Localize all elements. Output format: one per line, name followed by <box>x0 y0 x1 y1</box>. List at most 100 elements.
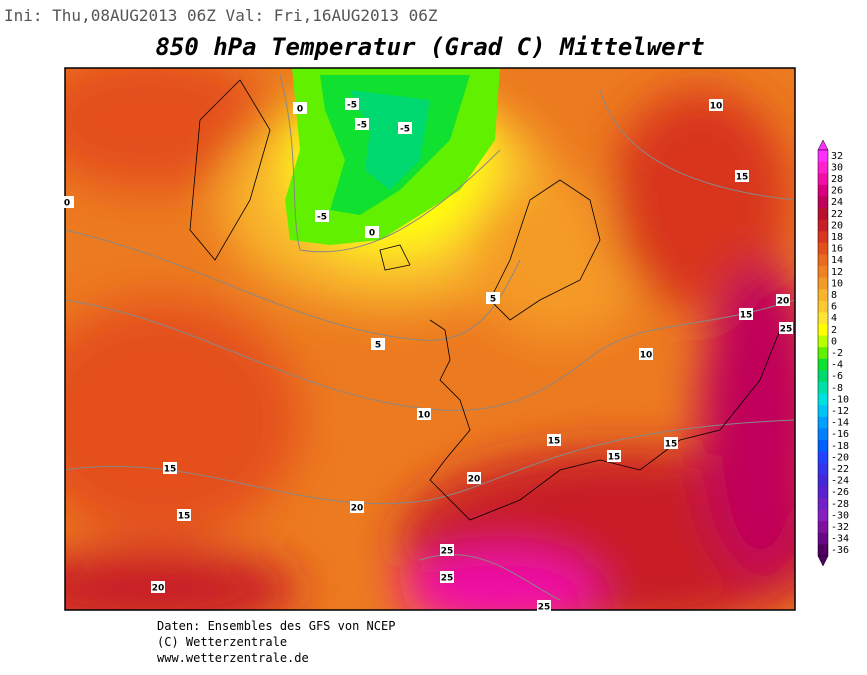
contour-label: 10 <box>418 411 431 421</box>
colorbar-swatch <box>818 509 828 522</box>
colorbar-label: -4 <box>831 360 843 371</box>
label-box <box>779 322 793 334</box>
colorbar-label: -30 <box>831 510 849 521</box>
label-box <box>350 501 364 513</box>
colorbar-swatch <box>818 219 828 232</box>
contour-labels: 0 -5-5 -5-50101555101520251015151520151520… <box>60 98 793 613</box>
footer-line: (C) Wetterzentrale <box>157 635 287 649</box>
colorbar-swatch <box>818 196 828 209</box>
colorbar-label: -18 <box>831 441 849 452</box>
footer-line: www.wetterzentrale.de <box>157 651 309 665</box>
contour-label: 15 <box>665 440 678 450</box>
colorbar-swatch <box>818 300 828 313</box>
label-box <box>440 571 454 583</box>
colorbar-swatch <box>818 532 828 545</box>
colorbar-swatch <box>818 208 828 221</box>
contour-label: 0 <box>369 229 375 239</box>
colorbar-swatch <box>818 463 828 476</box>
contour-label: 15 <box>608 453 621 463</box>
colorbar-label: 14 <box>831 255 843 266</box>
contour-label: 0 <box>297 105 303 115</box>
colorbar-label: -32 <box>831 522 849 533</box>
label-box <box>345 98 359 110</box>
colorbar-label: 16 <box>831 244 843 255</box>
colorbar-label: -6 <box>831 371 843 382</box>
colorbar-swatch <box>818 335 828 348</box>
contour-label: 5 <box>490 295 496 305</box>
contour-label: 15 <box>736 173 749 183</box>
label-box <box>547 434 561 446</box>
contour-label: 10 <box>640 351 653 361</box>
label-box <box>537 600 551 612</box>
contour-label: 25 <box>780 325 793 335</box>
contour-label: -5 <box>400 125 410 135</box>
colorbar-swatch <box>818 347 828 360</box>
contour-label: 25 <box>538 603 551 613</box>
colorbar-swatch <box>818 161 828 174</box>
colorbar-label: 18 <box>831 232 843 243</box>
colorbar-swatch <box>818 173 828 186</box>
isotherms <box>65 74 795 601</box>
colorbar-label: -16 <box>831 429 849 440</box>
contour-label: 20 <box>777 297 790 307</box>
colorbar-label: 22 <box>831 209 843 220</box>
contour-label: 15 <box>178 512 191 522</box>
colorbar-swatch <box>818 266 828 279</box>
colorbar: 32302826242220181614121086420-2-4-6-8-10… <box>817 139 849 567</box>
map-field <box>65 68 795 610</box>
contour-label: 5 <box>375 341 381 351</box>
label-box <box>398 122 412 134</box>
colorbar-swatch <box>818 416 828 429</box>
footer-line: Daten: Ensembles des GFS von NCEP <box>157 619 395 633</box>
colorbar-label: -12 <box>831 406 849 417</box>
label-box <box>60 196 74 208</box>
colorbar-label: 26 <box>831 186 843 197</box>
colorbar-swatch <box>818 324 828 337</box>
colorbar-swatch <box>818 382 828 395</box>
colorbar-label: 6 <box>831 302 837 313</box>
colorbar-swatch <box>818 184 828 197</box>
contour-label: -5 <box>347 101 357 111</box>
label-box <box>709 99 723 111</box>
label-box <box>735 170 749 182</box>
contour-label: -5 <box>357 121 367 131</box>
label-box <box>776 294 790 306</box>
colorbar-label: 10 <box>831 278 843 289</box>
label-box <box>607 450 621 462</box>
colorbar-swatch <box>818 277 828 290</box>
map-title: 850 hPa Temperatur (Grad C) Mittelwert <box>155 33 704 61</box>
contour-label: 0 <box>64 199 70 209</box>
label-box <box>739 308 753 320</box>
label-box <box>365 226 379 238</box>
colorbar-swatch <box>818 312 828 325</box>
colorbar-label: 32 <box>831 151 843 162</box>
label-box <box>639 348 653 360</box>
colorbar-swatch <box>818 150 828 163</box>
colorbar-label: -2 <box>831 348 843 359</box>
greenland-coldest <box>350 90 430 190</box>
colorbar-swatch <box>818 440 828 453</box>
colorbar-label: 8 <box>831 290 837 301</box>
contour-label: 10 <box>710 102 723 112</box>
colorbar-label: -24 <box>831 476 849 487</box>
contour-label: 25 <box>441 547 454 557</box>
colorbar-label: 2 <box>831 325 837 336</box>
label-box <box>163 462 177 474</box>
label-box <box>440 544 454 556</box>
colorbar-swatch <box>818 242 828 255</box>
label-box <box>664 437 678 449</box>
colorbar-label: 24 <box>831 197 843 208</box>
contour-label: 25 <box>441 574 454 584</box>
colorbar-label: 12 <box>831 267 843 278</box>
label-box <box>315 210 329 222</box>
colorbar-swatch <box>818 254 828 267</box>
run-info: Ini: Thu,08AUG2013 06Z Val: Fri,16AUG201… <box>4 6 438 25</box>
colorbar-swatch <box>818 393 828 406</box>
colorbar-label: 28 <box>831 174 843 185</box>
contour-label: 15 <box>740 311 753 321</box>
colorbar-cap <box>817 139 829 151</box>
colorbar-label: -22 <box>831 464 849 475</box>
coastlines <box>189 79 781 521</box>
colorbar-label: 0 <box>831 336 837 347</box>
